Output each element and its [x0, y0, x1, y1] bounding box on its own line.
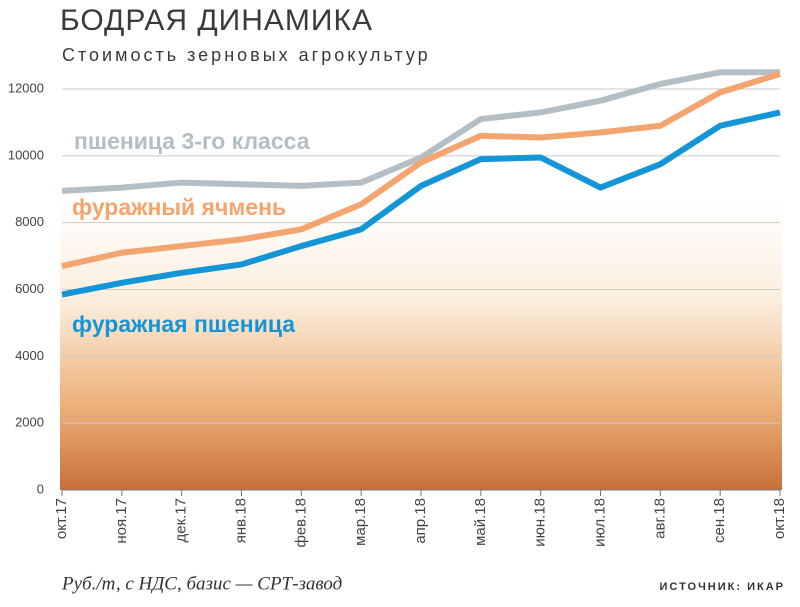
x-tick-label: ноя.17 — [113, 498, 130, 544]
series-label: пшеница 3-го класса — [74, 128, 310, 154]
series-line — [61, 109, 781, 298]
y-tick-label: 10000 — [8, 147, 44, 162]
chart-title: БОДРАЯ ДИНАМИКА — [60, 4, 373, 37]
x-tick-label: мар.18 — [352, 498, 369, 546]
x-tick-label: май.18 — [472, 498, 489, 546]
series-line — [61, 71, 781, 270]
x-tick-label: сен.18 — [711, 498, 728, 543]
series-label: фуражный ячмень — [72, 194, 286, 220]
x-tick-label: окт.18 — [771, 498, 788, 539]
chart-subtitle: Стоимость зерновых агрокультур — [62, 45, 431, 65]
x-tick-label: июн.18 — [532, 498, 549, 547]
series-label: фуражная пшеница — [72, 311, 295, 337]
x-tick-label: июл.18 — [591, 498, 608, 547]
x-tick-label: дек.17 — [173, 498, 190, 543]
x-tick-label: фев.18 — [292, 498, 309, 548]
x-tick-label: авг.18 — [651, 498, 668, 539]
y-tick-label: 6000 — [15, 281, 44, 296]
x-tick-label: апр.18 — [412, 498, 429, 544]
y-tick-label: 4000 — [15, 348, 44, 363]
source: ИСТОЧНИК: ИКАР — [660, 581, 786, 593]
y-tick-label: 2000 — [15, 415, 44, 430]
background-photo — [60, 200, 782, 490]
plot: 0 2000 4000 6000 8000 10000 12000 окт.17 ноя.17 д… — [8, 69, 788, 548]
x-tick-label: янв.18 — [232, 498, 249, 543]
series-line — [61, 69, 780, 194]
x-tick-label: окт.17 — [53, 498, 70, 539]
y-tick-label: 0 — [37, 481, 44, 496]
y-tick-label: 12000 — [8, 80, 44, 95]
note: Руб./т, с НДС, базис — СРТ-завод — [61, 573, 342, 594]
y-tick-label: 8000 — [15, 214, 44, 229]
